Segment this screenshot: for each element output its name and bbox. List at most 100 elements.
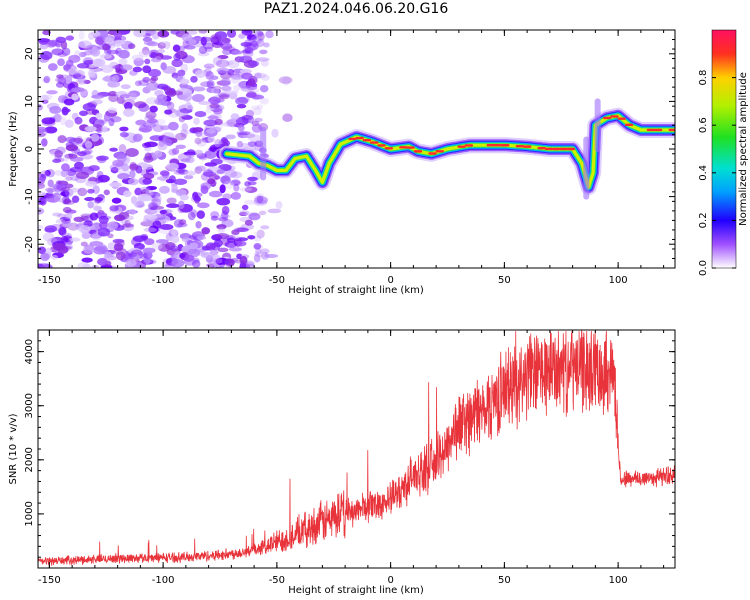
noise-blob <box>267 208 282 214</box>
noise-blob <box>203 128 218 137</box>
noise-blob <box>220 210 229 220</box>
noise-blob <box>142 247 156 254</box>
noise-blob <box>180 128 188 138</box>
noise-blob <box>142 65 152 74</box>
noise-blob <box>134 80 142 87</box>
noise-blob <box>110 116 122 123</box>
noise-blob <box>59 116 67 126</box>
noise-blob <box>129 169 136 179</box>
noise-blob <box>195 69 206 78</box>
noise-blob <box>106 222 119 230</box>
noise-blob <box>198 30 208 34</box>
noise-blob <box>188 38 197 46</box>
noise-blob <box>78 30 85 40</box>
noise-blob <box>244 219 253 226</box>
noise-blob <box>234 237 249 242</box>
noise-blob <box>234 240 247 247</box>
noise-blob <box>235 56 246 62</box>
noise-blob <box>254 196 268 205</box>
noise-blob <box>120 84 131 90</box>
noise-blob <box>53 113 62 123</box>
noise-blob <box>38 225 44 230</box>
noise-blob <box>211 87 220 94</box>
noise-blob <box>178 116 186 123</box>
noise-blob <box>282 113 293 122</box>
noise-blob <box>197 249 205 254</box>
snr-series-line <box>38 330 675 566</box>
noise-blob <box>84 197 95 202</box>
noise-blob <box>171 147 180 155</box>
noise-blob <box>130 249 143 256</box>
noise-blob <box>246 263 256 268</box>
noise-blob <box>107 242 116 250</box>
noise-blob <box>100 220 108 230</box>
noise-blob <box>91 99 103 105</box>
noise-blob <box>71 87 85 93</box>
noise-blob <box>143 227 157 233</box>
snr-ytick-label: 4000 <box>24 339 35 364</box>
noise-blob <box>216 59 230 68</box>
noise-blob <box>77 77 87 85</box>
noise-blob <box>56 157 65 162</box>
noise-blob <box>179 194 189 201</box>
noise-blob <box>282 76 291 86</box>
noise-blob <box>150 205 165 210</box>
noise-blob <box>50 254 59 260</box>
noise-blob <box>107 82 117 88</box>
noise-blob <box>91 89 99 99</box>
noise-blob <box>41 138 48 147</box>
noise-blob <box>171 58 183 68</box>
noise-blob <box>241 133 256 138</box>
noise-blob <box>226 60 234 66</box>
noise-blob <box>38 177 45 185</box>
noise-blob <box>224 241 237 248</box>
noise-blob <box>47 179 54 188</box>
colorbar-label: Normalized spectral amplitude <box>738 72 749 226</box>
noise-blob <box>161 138 173 145</box>
noise-blob <box>150 209 163 214</box>
noise-blob <box>251 123 263 133</box>
noise-blob <box>225 134 236 140</box>
spectrogram-noise <box>38 30 293 268</box>
noise-blob <box>239 256 248 265</box>
spectrogram-ridge <box>218 98 675 200</box>
noise-blob <box>228 247 243 252</box>
noise-blob <box>129 163 139 171</box>
noise-blob <box>82 103 96 111</box>
noise-blob <box>90 31 101 37</box>
noise-blob <box>181 55 195 64</box>
noise-blob <box>258 210 267 216</box>
noise-blob <box>216 197 231 206</box>
noise-blob <box>164 263 176 268</box>
spectrogram-ytick-label: -20 <box>24 236 35 252</box>
noise-blob <box>201 227 211 235</box>
noise-blob <box>74 116 83 125</box>
noise-blob <box>143 172 155 180</box>
noise-blob <box>217 226 226 233</box>
noise-blob <box>204 162 218 167</box>
spectrogram-ytick-label: 10 <box>24 95 35 108</box>
noise-blob <box>245 260 255 266</box>
noise-blob <box>263 42 270 48</box>
noise-blob <box>68 54 81 63</box>
noise-blob <box>160 62 167 71</box>
noise-blob <box>52 158 62 164</box>
noise-blob <box>172 44 181 52</box>
noise-blob <box>220 77 231 87</box>
noise-blob <box>91 265 100 268</box>
noise-blob <box>80 241 88 247</box>
snr-xtick-label: 100 <box>609 575 628 586</box>
spectrogram-xtick-label: 0 <box>387 275 393 286</box>
noise-blob <box>265 30 274 39</box>
noise-blob <box>239 210 250 216</box>
noise-blob <box>200 172 210 181</box>
noise-blob <box>60 186 71 192</box>
noise-blob <box>216 169 225 175</box>
noise-blob <box>200 81 214 88</box>
noise-blob <box>42 263 53 268</box>
noise-blob <box>254 248 262 254</box>
noise-blob <box>38 207 45 215</box>
noise-blob <box>166 203 180 209</box>
noise-blob <box>200 185 209 195</box>
